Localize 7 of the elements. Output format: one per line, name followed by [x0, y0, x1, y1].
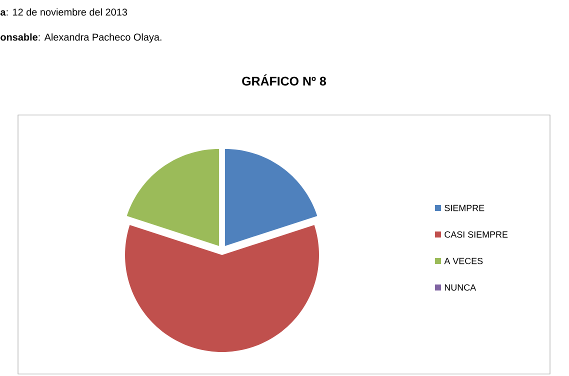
legend-label: CASI SIEMPRE	[444, 231, 508, 238]
text: a: 12 de noviembre del 2013	[0, 8, 128, 16]
text: onsable: Alexandra Pacheco Olaya.	[0, 33, 162, 43]
legend-label: SIEMPRE	[444, 204, 484, 212]
legend-label: A VECES	[444, 258, 483, 264]
legend-label: NUNCA	[444, 284, 476, 291]
chart-title: GRÁFICO Nº 8	[242, 74, 326, 86]
